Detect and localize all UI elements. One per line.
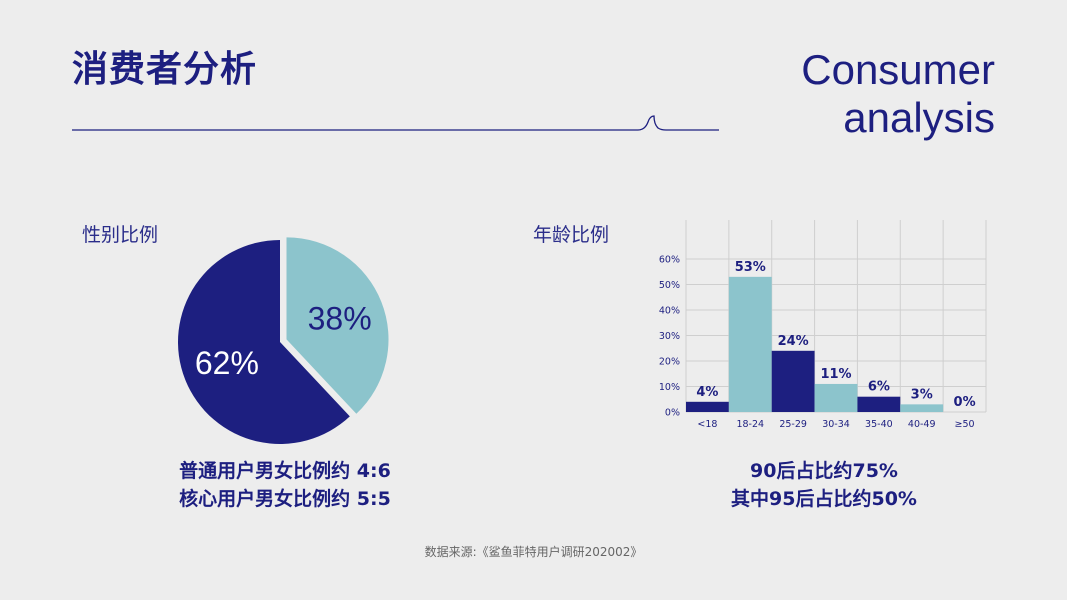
- y-tick-label: 0%: [665, 408, 680, 419]
- x-tick-label: <18: [697, 419, 717, 430]
- bar-35-40: [857, 396, 901, 412]
- y-tick-label: 60%: [659, 255, 680, 266]
- bar-40-49: [900, 404, 944, 412]
- gender-pie-chart: 38% 62%: [170, 222, 400, 444]
- age-caption: 90后占比约75% 其中95后占比约50%: [694, 457, 954, 513]
- data-label-≥50: 0%: [954, 395, 976, 410]
- bar-18-24: [728, 276, 772, 412]
- gender-ratio-label: 性别比例: [82, 224, 159, 246]
- bar-30-34: [814, 383, 858, 412]
- pie-slice-38: [286, 237, 389, 414]
- x-tick-label: 40-49: [908, 419, 936, 430]
- x-tick-label: 18-24: [736, 419, 764, 430]
- x-tick-label: ≥50: [955, 419, 975, 430]
- data-label-<18: 4%: [696, 385, 718, 400]
- pie-label-62: 62%: [195, 345, 259, 381]
- age-caption-line1: 90后占比约75%: [750, 460, 898, 482]
- age-bar-chart: 0% 10% 20% 30% 40% 50% 60% 4% <18 53% 18-24 24% 25-2…: [620, 215, 1000, 440]
- y-tick-label: 20%: [659, 357, 680, 368]
- x-tick-label: 35-40: [865, 419, 893, 430]
- age-caption-line2: 其中95后占比约50%: [731, 488, 917, 510]
- y-tick-label: 30%: [659, 331, 680, 342]
- gender-caption: 普通用户男女比例约 4:6 核心用户男女比例约 5:5: [150, 457, 420, 513]
- y-tick-label: 40%: [659, 306, 680, 317]
- data-label-30-34: 11%: [820, 367, 851, 382]
- page-title: 消费者分析: [72, 49, 258, 90]
- page-title-english: Consumer analysis: [801, 46, 995, 142]
- data-label-35-40: 6%: [868, 380, 890, 395]
- title-en-line2: analysis: [843, 94, 995, 141]
- gender-caption-line1: 普通用户男女比例约 4:6: [179, 460, 391, 482]
- y-tick-label: 50%: [659, 280, 680, 291]
- title-en-line1: Consumer: [801, 46, 995, 93]
- y-tick-label: 10%: [659, 382, 680, 393]
- gender-caption-line2: 核心用户男女比例约 5:5: [179, 488, 391, 510]
- data-label-25-29: 24%: [778, 334, 809, 349]
- data-label-18-24: 53%: [735, 260, 766, 275]
- data-label-40-49: 3%: [911, 387, 933, 402]
- age-ratio-label: 年龄比例: [533, 224, 610, 246]
- x-tick-label: 30-34: [822, 419, 850, 430]
- x-tick-label: 25-29: [779, 419, 807, 430]
- pie-label-38: 38%: [308, 300, 372, 336]
- bar-25-29: [771, 350, 815, 412]
- pie-slice-62: [178, 240, 350, 444]
- bar-<18: [686, 401, 729, 412]
- data-source: 数据来源:《鲨鱼菲特用户调研202002》: [424, 545, 643, 559]
